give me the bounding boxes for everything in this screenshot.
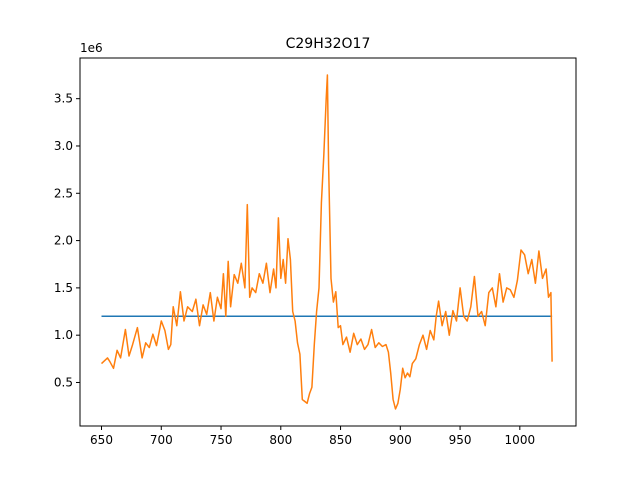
- x-tick-label: 850: [329, 433, 352, 447]
- x-tick-label: 650: [90, 433, 113, 447]
- y-axis: 0.5 1.0 1.5 2.0 2.5 3.0 3.5: [54, 92, 80, 389]
- y-tick-label: 3.5: [54, 92, 73, 106]
- x-tick-label: 800: [269, 433, 292, 447]
- plot-area: [100, 74, 553, 410]
- series-line-2: [100, 74, 553, 410]
- axes-frame: [79, 57, 577, 427]
- y-tick-label: 0.5: [54, 375, 73, 389]
- x-axis: 650 700 750 800 850 900 950 1000: [90, 426, 535, 447]
- y-tick-label: 2.5: [54, 186, 73, 200]
- x-tick-label: 900: [389, 433, 412, 447]
- x-tick-label: 950: [449, 433, 472, 447]
- y-tick-label: 2.0: [54, 234, 73, 248]
- x-tick-label: 750: [210, 433, 233, 447]
- y-tick-label: 1.0: [54, 328, 73, 342]
- x-tick-label: 700: [150, 433, 173, 447]
- x-tick-label: 1000: [505, 433, 536, 447]
- y-tick-label: 1.5: [54, 281, 73, 295]
- y-offset-text: 1e6: [80, 41, 103, 55]
- chart-title: C29H32O17: [286, 36, 371, 52]
- y-tick-label: 3.0: [54, 139, 73, 153]
